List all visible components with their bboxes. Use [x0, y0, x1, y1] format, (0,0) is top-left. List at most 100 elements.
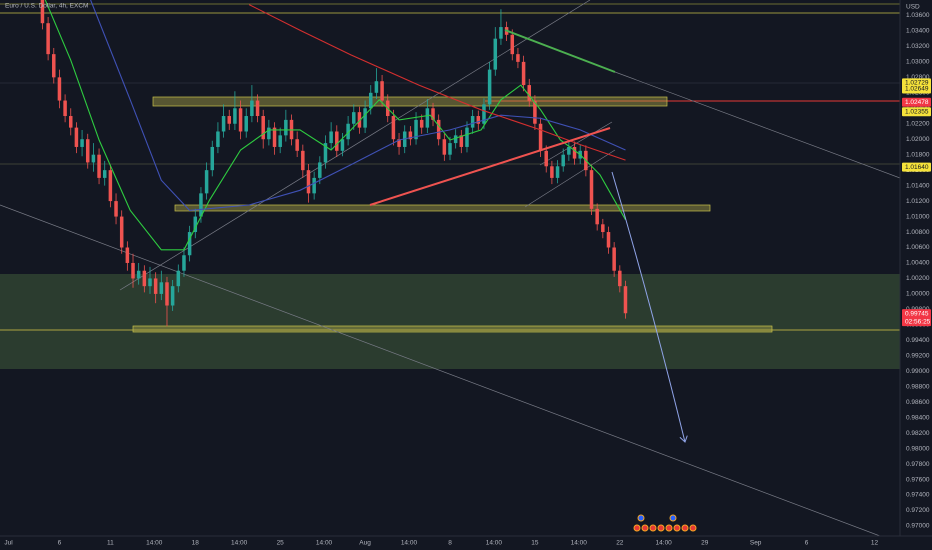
candle-body: [357, 112, 362, 128]
event-icon[interactable]: [689, 524, 697, 532]
y-tick-label: 0.97400: [906, 492, 930, 499]
candle-body: [159, 282, 164, 294]
support-zone: [0, 274, 900, 369]
x-tick-label: 14:00: [571, 540, 588, 547]
x-tick-label: 25: [277, 540, 285, 547]
event-icon[interactable]: [657, 524, 665, 532]
candle-body: [182, 255, 186, 271]
candle-body: [193, 216, 198, 233]
event-icon[interactable]: [681, 524, 689, 532]
y-tick-label: 1.01800: [906, 151, 930, 158]
price-tag-label: 0.99745: [905, 310, 929, 317]
y-tick-label: 0.97200: [906, 507, 930, 514]
candle-body: [595, 208, 599, 225]
candle-body: [329, 131, 333, 144]
candle-body: [52, 54, 56, 78]
y-tick-label: 0.99400: [906, 337, 930, 344]
y-tick-label: 1.00600: [906, 244, 930, 251]
candle-body: [363, 108, 367, 128]
x-tick-label: 18: [192, 540, 200, 547]
y-tick-label: 1.03200: [906, 43, 930, 50]
candle-body: [555, 166, 560, 178]
candle-body: [153, 278, 158, 294]
candle-body: [312, 177, 316, 194]
event-icon[interactable]: [637, 514, 645, 522]
y-tick-label: 0.98800: [906, 383, 930, 390]
candle-body: [131, 262, 135, 279]
candle-body: [244, 116, 248, 132]
candle-body: [448, 143, 452, 155]
x-tick-label: 29: [701, 540, 709, 547]
candle-body: [340, 139, 345, 151]
candle-body: [538, 123, 543, 151]
candle-body: [380, 81, 384, 101]
candle-body: [74, 127, 79, 147]
moving-average: [90, 0, 626, 211]
y-tick-label: 0.99200: [906, 353, 930, 360]
candle-body: [216, 131, 220, 147]
candle-body: [284, 119, 288, 136]
event-icon[interactable]: [633, 524, 641, 532]
candle-body: [465, 127, 469, 147]
x-tick-label: 14:00: [146, 540, 163, 547]
candle-body: [142, 270, 147, 287]
candle-body: [255, 100, 260, 117]
projection-arrow: [611, 171, 685, 442]
x-tick-label: 14:00: [401, 540, 418, 547]
candle-body: [261, 116, 265, 140]
y-tick-label: 1.00000: [906, 291, 930, 298]
event-icon[interactable]: [649, 524, 657, 532]
moving-average: [248, 4, 626, 161]
candle-body: [114, 201, 118, 217]
trend-line: [369, 127, 611, 206]
event-icon[interactable]: [673, 524, 681, 532]
candle-body: [623, 286, 628, 314]
x-tick-label: Jul: [4, 540, 13, 547]
support-box: [174, 204, 711, 212]
candle-body: [374, 81, 379, 93]
channel-line: [524, 149, 616, 208]
candle-body: [40, 0, 45, 24]
y-tick-label: 1.02200: [906, 120, 930, 127]
x-tick-label: 14:00: [656, 540, 673, 547]
candle-body: [125, 247, 130, 263]
candle-body: [102, 170, 107, 178]
x-tick-label: 22: [616, 540, 624, 547]
trend-line: [504, 29, 616, 73]
candle-body: [352, 112, 356, 124]
candle-body: [544, 150, 548, 167]
y-tick-label: 0.98400: [906, 414, 930, 421]
event-icon[interactable]: [669, 514, 677, 522]
event-icon[interactable]: [665, 524, 673, 532]
candle-body: [323, 143, 328, 163]
y-tick-label: 0.97800: [906, 461, 930, 468]
candle-body: [250, 100, 254, 117]
candle-body: [419, 119, 424, 128]
y-tick-label: 1.01200: [906, 198, 930, 205]
x-tick-label: 14:00: [316, 540, 333, 547]
candle-body: [487, 69, 492, 105]
candle-body: [567, 146, 571, 155]
candle-body: [46, 23, 50, 55]
y-tick-label: 0.99000: [906, 368, 930, 375]
candle-body: [476, 116, 481, 124]
candle-body: [510, 34, 515, 55]
candle-body: [572, 146, 577, 159]
candle-body: [199, 193, 203, 217]
x-tick-label: 14:00: [231, 540, 248, 547]
candle-body: [295, 139, 299, 151]
candle-body: [391, 116, 396, 140]
candle-body: [516, 54, 520, 62]
candle-body: [272, 127, 277, 147]
price-tag: [902, 97, 931, 107]
plot: [40, 0, 628, 327]
event-icon[interactable]: [641, 524, 649, 532]
candle-body: [414, 119, 418, 140]
candle-body: [238, 108, 243, 132]
y-tick-label: 1.00800: [906, 229, 930, 236]
candle-body: [136, 270, 141, 279]
moving-average: [44, 0, 626, 251]
price-tag-label: 1.01640: [905, 164, 929, 171]
candle-body: [97, 154, 101, 178]
candle-body: [425, 108, 430, 128]
